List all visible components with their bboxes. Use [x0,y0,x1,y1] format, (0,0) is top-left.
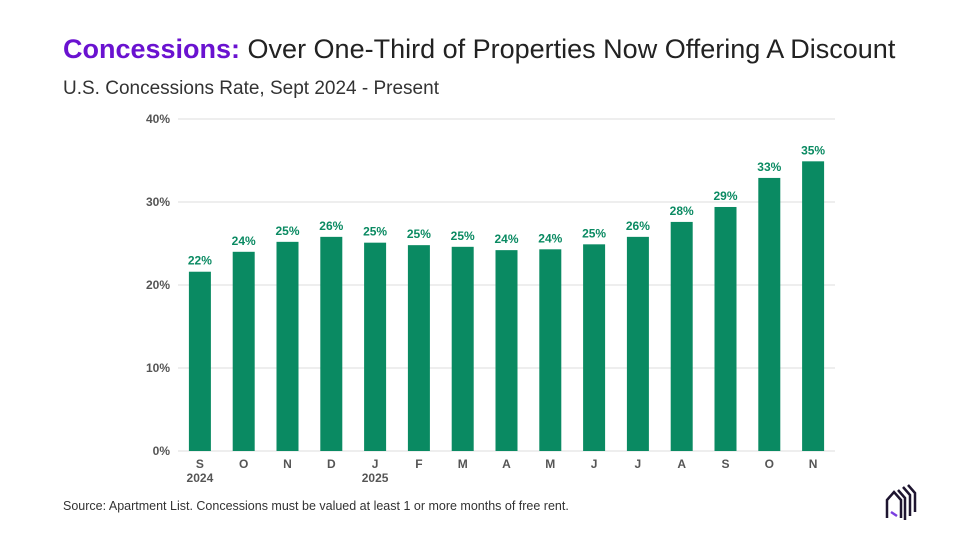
data-label: 25% [451,229,475,243]
data-label: 26% [319,219,343,233]
x-year-label: 2024 [187,471,214,485]
x-tick-label: O [765,457,774,471]
x-tick-label: S [721,457,729,471]
data-label: 26% [626,219,650,233]
data-label: 25% [363,225,387,239]
y-tick-label: 0% [153,444,171,458]
bar [758,177,781,451]
bar [583,244,606,451]
x-tick-label: O [239,457,248,471]
apartment-list-logo-icon [885,484,917,520]
bar [626,236,649,451]
x-tick-label: N [809,457,818,471]
bar [364,242,387,451]
data-label: 25% [275,224,299,238]
data-label: 35% [801,143,825,157]
bar [188,271,211,451]
data-label: 22% [188,254,212,268]
data-label: 33% [757,160,781,174]
data-label: 29% [713,189,737,203]
title-highlight: Concessions: [63,34,241,64]
bar [714,206,737,451]
bar [539,249,562,451]
data-label: 24% [494,232,518,246]
x-tick-label: D [327,457,336,471]
bar [232,251,255,451]
data-label: 24% [538,231,562,245]
bar [407,245,430,451]
y-tick-label: 30% [146,195,170,209]
bar [276,241,299,451]
y-tick-label: 40% [146,112,170,126]
x-tick-label: A [502,457,511,471]
source-note: Source: Apartment List. Concessions must… [63,499,569,513]
data-label: 28% [670,204,694,218]
data-label: 24% [232,234,256,248]
chart-subtitle: U.S. Concessions Rate, Sept 2024 - Prese… [63,78,439,99]
bar [670,221,693,451]
bar [495,250,518,451]
x-tick-label: S [196,457,204,471]
x-tick-label: A [677,457,686,471]
x-tick-label: J [591,457,598,471]
x-tick-label: J [635,457,642,471]
page-title: Concessions: Over One-Third of Propertie… [63,34,895,65]
x-tick-label: M [458,457,468,471]
x-tick-label: F [415,457,422,471]
x-tick-label: N [283,457,292,471]
y-tick-label: 10% [146,361,170,375]
data-label: 25% [582,226,606,240]
x-year-label: 2025 [362,471,389,485]
bar [802,161,825,451]
y-tick-label: 20% [146,278,170,292]
x-tick-label: M [545,457,555,471]
x-tick-label: J [372,457,379,471]
bar [451,246,474,451]
title-rest: Over One-Third of Properties Now Offerin… [240,34,896,64]
bar [320,236,343,451]
data-label: 25% [407,227,431,241]
